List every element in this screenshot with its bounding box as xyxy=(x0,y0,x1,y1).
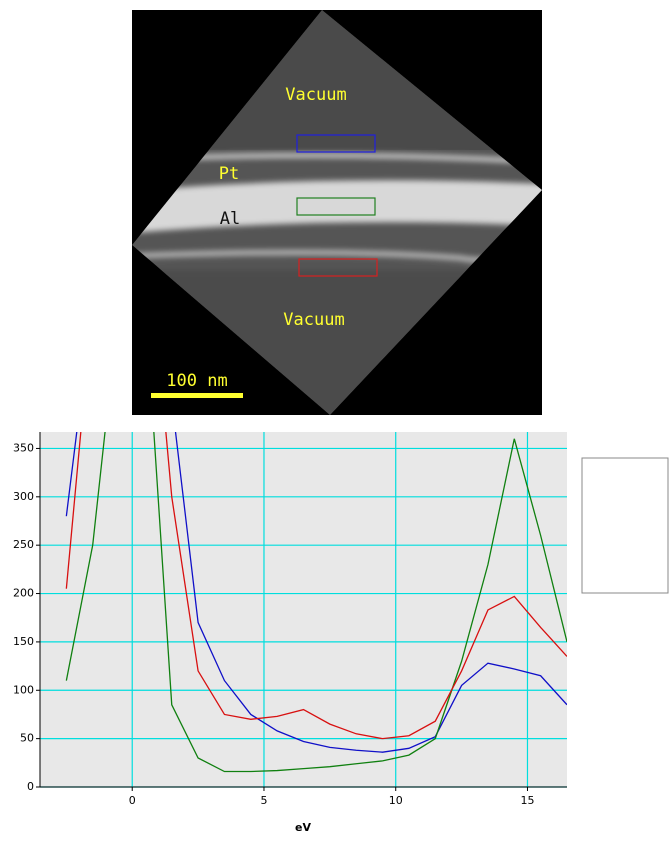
series-line xyxy=(65,432,567,753)
y-tick-label: 350 xyxy=(13,441,34,454)
series-line xyxy=(65,432,567,740)
x-tick-label: 15 xyxy=(520,794,534,807)
x-tick-label: 0 xyxy=(129,794,136,807)
y-tick-label: 150 xyxy=(13,635,34,648)
x-tick-label: 10 xyxy=(389,794,403,807)
x-axis-label: eV xyxy=(295,821,311,834)
y-tick-label: 300 xyxy=(13,490,34,503)
plot-area xyxy=(40,432,567,787)
y-tick-label: 250 xyxy=(13,538,34,551)
y-tick-label: 200 xyxy=(13,587,34,600)
region-label: Pt xyxy=(219,164,239,184)
y-tick-label: 50 xyxy=(20,732,34,745)
y-tick-label: 0 xyxy=(27,780,34,793)
region-label: Vacuum xyxy=(285,85,346,105)
region-label: Al xyxy=(220,209,240,229)
scale-bar-label: 100 nm xyxy=(166,371,227,391)
legend xyxy=(581,457,669,594)
region-label: Vacuum xyxy=(283,310,344,330)
micrograph: Vacuum Pt Al Vacuum 100 nm xyxy=(132,10,542,415)
y-tick-label: 100 xyxy=(13,683,34,696)
x-tick-label: 5 xyxy=(260,794,267,807)
series-line xyxy=(65,432,567,773)
